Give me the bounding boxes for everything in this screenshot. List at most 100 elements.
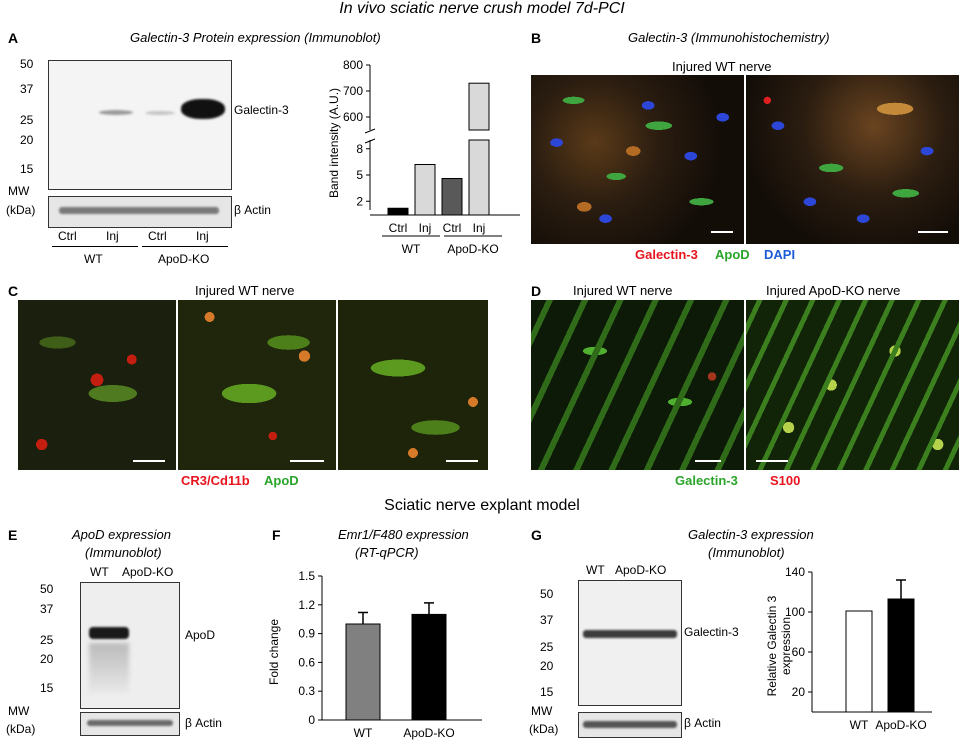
panel-letter-f: F [272,527,281,543]
y-tick-label: 8 [356,142,363,156]
x-tick-label: Inj [419,221,432,235]
galectin3-band-g [583,630,677,638]
panel-b-title: Galectin-3 (Immunohistochemistry) [628,30,830,45]
bar [411,613,447,721]
bar [468,139,490,216]
band-ko-inj [181,99,225,119]
galectin3-band-label-g: Galectin-3 [684,625,739,639]
y-tick-label: 700 [343,84,363,98]
panel-b-subtitle: Injured WT nerve [672,59,772,74]
mw-marker: 25 [40,633,54,647]
mw-marker: 15 [20,162,34,176]
mw-marker: 20 [20,133,34,147]
panel-b-image-2 [746,75,959,244]
bar [387,207,409,216]
explant-title: Sciatic nerve explant model [384,497,580,514]
group-line-wt [52,246,138,247]
chart-f: 0 0.3 0.6 0.9 1.2 1.5 WT ApoD-KO Fold change [267,569,482,740]
x-tick-label: Ctrl [443,221,462,235]
panel-e-title-2: (Immunoblot) [85,545,162,560]
y-tick-label: 0.3 [298,684,315,698]
y-tick-label: 100 [785,605,805,619]
bar [441,178,463,216]
actin-blot-a [48,196,232,228]
panel-a-title: Galectin-3 Protein expression (Immunoblo… [130,30,381,45]
lane-label: Inj [106,229,119,243]
y-tick-label: 20 [792,685,806,699]
x-tick-label: WT [850,718,869,732]
legend-c-cr3: CR3/Cd11b [181,473,250,488]
panel-d-subtitle-ko: Injured ApoD-KO nerve [766,283,901,298]
panel-c-subtitle: Injured WT nerve [195,283,295,298]
mw-label: MW [531,704,553,718]
y-axis-label: Fold change [267,619,281,685]
x-tick-label: ApoD-KO [875,718,926,732]
panel-g-title-1: Galectin-3 expression [688,527,814,542]
panel-letter-a: A [8,30,19,46]
panel-c-image-2 [178,300,336,470]
actin-blot-e [80,712,180,736]
lane-label: Ctrl [148,229,167,243]
actin-label: β Actin [234,203,271,217]
panel-c-image-1 [18,300,176,470]
bar [468,82,490,131]
mw-marker: 15 [40,681,54,695]
x-tick-label: Ctrl [389,221,408,235]
panel-letter-b: B [531,30,542,46]
panel-d-subtitle-wt: Injured WT nerve [573,283,673,298]
panel-e-title-1: ApoD expression [72,527,171,542]
panel-letter-c: C [8,283,19,299]
panel-d-image-ko [746,300,959,470]
y-tick-label: 0.9 [298,627,315,641]
mw-label: MW [8,704,30,718]
lane-label: Ctrl [58,229,77,243]
mw-marker: 37 [20,82,34,96]
x-tick-label: Inj [473,221,486,235]
band-wt-inj [99,110,133,115]
x-tick-label: WT [354,726,373,740]
galectin3-band-label: Galectin-3 [234,103,289,117]
panel-c-image-3 [338,300,488,470]
y-tick-label: 1.2 [298,598,315,612]
lane-label: ApoD-KO [615,563,667,577]
actin-label: β Actin [684,716,721,730]
y-tick-label: 0.6 [298,655,315,669]
galectin3-blot-a [48,60,232,190]
panel-d-image-wt [531,300,744,470]
panel-b-image-1 [531,75,744,244]
mw-marker: 37 [540,613,554,627]
y-tick-label: 5 [356,168,363,182]
mw-label: MW [8,184,30,198]
panel-letter-g: G [531,527,542,543]
mw-marker: 50 [40,582,54,596]
lane-label: ApoD-KO [122,565,174,579]
y-tick-label: 0 [308,713,315,727]
legend-b-dapi: DAPI [764,247,796,262]
panel-g-title-2: (Immunoblot) [708,545,785,560]
chart-a: 600 700 800 2 5 8 Band intensity (A.U.) Ctrl Inj… [327,58,520,256]
panel-letter-d: D [531,283,542,299]
group-label: ApoD-KO [158,252,210,266]
bar [887,598,915,713]
actin-band [583,721,677,728]
x-tick-label: ApoD-KO [403,726,454,740]
legend-c-apod: ApoD [264,473,299,488]
main-title: In vivo sciatic nerve crush model 7d-PCI [339,0,625,17]
apod-blot [80,582,180,709]
axis-break-mark [364,138,376,144]
apod-band-wt [89,627,129,639]
panel-letter-e: E [8,527,18,543]
bar [414,164,436,216]
actin-band [59,207,219,214]
y-axis-label: Band intensity (A.U.) [327,88,341,198]
bar [845,610,873,713]
galectin3-blot-g [578,580,682,706]
panel-f-title-1: Emr1/F480 expression [338,527,469,542]
y-tick-label: 600 [343,110,363,124]
actin-band [87,720,173,726]
legend-b-galectin3: Galectin-3 [635,247,698,262]
chart-g: 20 60 100 140 WT ApoD-KO Relative Galectin 3 ex… [765,566,932,732]
y-axis-label: expression [779,617,793,675]
actin-label: β Actin [185,716,222,730]
legend-d-s100: S100 [770,473,801,488]
